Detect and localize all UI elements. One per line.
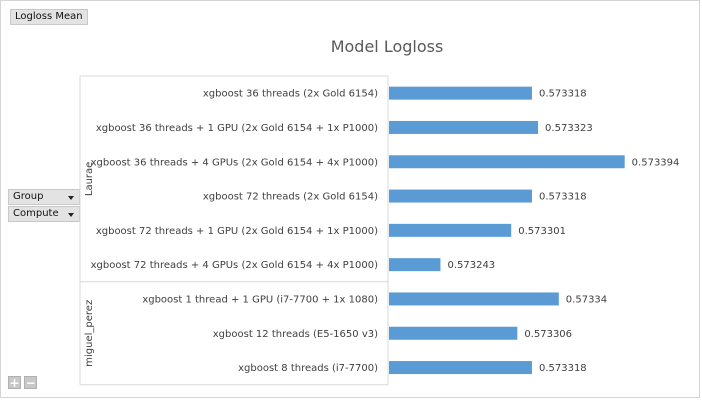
bar — [389, 155, 625, 169]
bar — [389, 258, 441, 272]
dropdown-arrow-icon — [68, 213, 74, 217]
bar — [389, 120, 539, 134]
bar — [389, 189, 532, 203]
bar — [389, 361, 532, 375]
category-label: xgboost 36 threads + 4 GPUs (2x Gold 615… — [91, 157, 378, 168]
category-label: xgboost 72 threads + 1 GPU (2x Gold 6154… — [96, 226, 378, 237]
bar — [389, 326, 518, 340]
category-label: xgboost 72 threads (2x Gold 6154) — [203, 192, 378, 203]
bar — [389, 292, 559, 306]
category-label: xgboost 12 threads (E5-1650 v3) — [213, 329, 378, 340]
data-label: 0.573394 — [632, 157, 680, 168]
dropdown-arrow-icon — [68, 196, 74, 200]
data-label: 0.573301 — [518, 226, 566, 237]
expand-icon[interactable]: + — [8, 376, 21, 390]
category-label: xgboost 1 thread + 1 GPU (i7-7700 + 1x 1… — [142, 294, 378, 305]
category-label: xgboost 36 threads + 1 GPU (2x Gold 6154… — [96, 123, 378, 134]
data-label: 0.573306 — [524, 329, 572, 340]
data-label: 0.573318 — [539, 89, 587, 100]
data-label: 0.573243 — [447, 260, 495, 271]
bar — [389, 223, 512, 237]
chart-title: Model Logloss — [330, 37, 444, 56]
data-label: 0.57334 — [566, 294, 607, 305]
collapse-icon[interactable]: − — [24, 376, 37, 390]
data-label: 0.573318 — [539, 192, 587, 203]
data-label: 0.573318 — [539, 363, 587, 374]
bar — [389, 86, 532, 100]
category-label: xgboost 8 threads (i7-7700) — [238, 363, 378, 374]
group-label: miguel_perez — [84, 300, 95, 367]
category-label: xgboost 36 threads (2x Gold 6154) — [203, 89, 378, 100]
group-field-label: Group — [13, 191, 44, 202]
logloss-mean-field-button[interactable]: Logloss Mean — [10, 9, 88, 25]
category-label: xgboost 72 threads + 4 GPUs (2x Gold 615… — [91, 260, 378, 271]
data-label: 0.573323 — [545, 123, 593, 134]
compute-field-label: Compute — [13, 208, 59, 219]
group-label: Laurae — [84, 162, 95, 196]
